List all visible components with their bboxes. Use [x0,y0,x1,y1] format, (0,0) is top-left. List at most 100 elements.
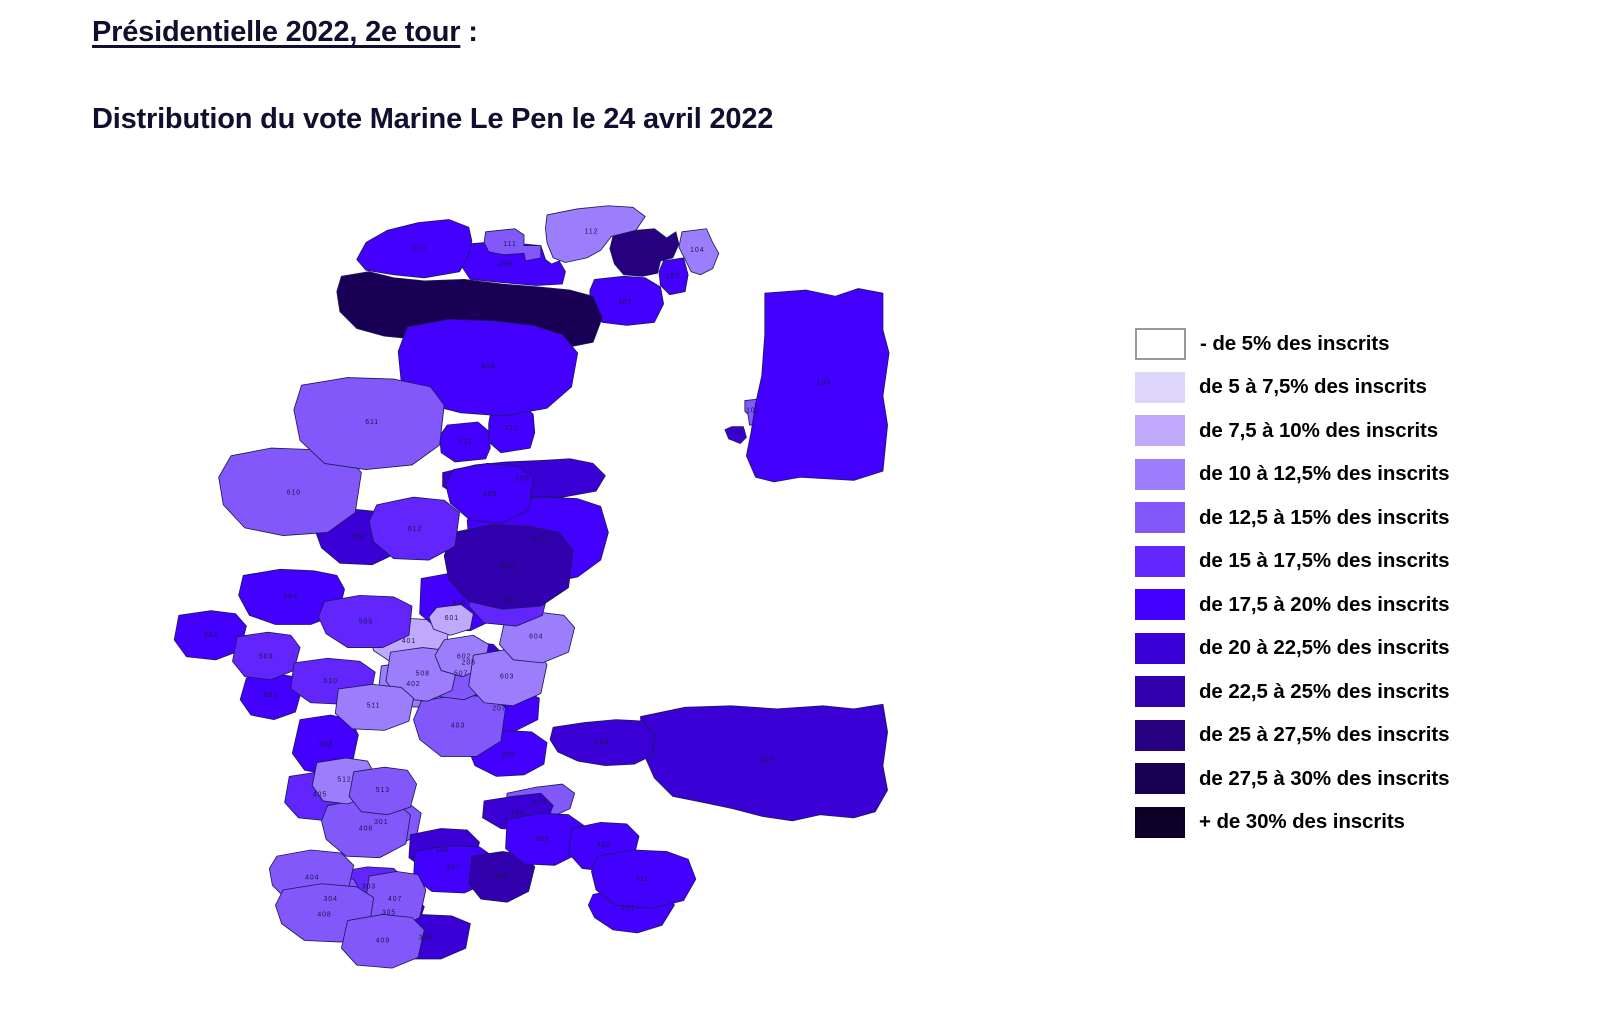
map-region-103[interactable] [745,288,890,483]
legend-swatch [1135,589,1185,621]
map-region-601[interactable] [428,604,474,636]
legend-row[interactable]: de 17,5 à 20% des inscrits [1106,583,1526,627]
map-region-409[interactable] [341,914,425,969]
legend-label: de 20 à 22,5% des inscrits [1199,636,1450,660]
map-region-label-206: 206 [502,752,516,759]
map-region-label-502: 502 [204,632,218,639]
map-region-label-405: 405 [313,792,327,799]
map-region-label-301: 301 [374,819,388,826]
legend-swatch [1135,415,1185,447]
map-region-label-309: 309 [535,836,549,843]
map-region-511[interactable] [334,683,414,731]
legend-row[interactable]: de 22,5 à 25% des inscrits [1106,670,1526,714]
map-region-label-401: 401 [402,638,416,645]
map-region-label-111: 111 [504,241,517,248]
map-region-607[interactable] [443,524,574,610]
legend-row[interactable]: + de 30% des inscrits [1106,801,1526,845]
legend-label: + de 30% des inscrits [1199,810,1405,834]
map-region-112[interactable] [545,205,646,263]
legend-label: de 15 à 17,5% des inscrits [1199,549,1450,573]
page-title-underlined: Présidentielle 2022, 2e tour [92,16,461,48]
map-region-111[interactable] [483,228,542,262]
map-region-label-509: 509 [319,741,333,748]
map-region-612[interactable] [368,496,460,561]
map-region-label-408: 408 [317,911,331,918]
map-region-311[interactable] [591,849,697,909]
map-region-label-305: 305 [382,910,396,917]
map-region-110[interactable] [356,219,473,279]
map-region-label-504: 504 [284,594,298,601]
map-region-505[interactable] [318,594,413,648]
map-region-label-612: 612 [408,526,422,533]
map-region-513[interactable] [348,766,418,816]
legend-label: de 22,5 à 25% des inscrits [1199,679,1450,703]
map-region-label-513: 513 [376,787,390,794]
legend-row[interactable]: de 27,5 à 30% des inscrits [1106,757,1526,801]
map-region-label-603: 603 [500,673,514,680]
map-region-label-404: 404 [305,874,319,881]
map-region-label-107: 107 [618,299,632,306]
map-region-label-204: 204 [532,799,546,806]
map-region-label-102: 102 [746,407,760,414]
map-region-611[interactable] [293,377,445,471]
map-region-label-208: 208 [462,660,476,667]
map-region-label-601: 601 [445,615,459,622]
legend-swatch [1135,676,1185,708]
legend-row[interactable]: de 12,5 à 15% des inscrits [1106,496,1526,540]
legend-label: - de 5% des inscrits [1200,331,1390,355]
map-region-106[interactable] [609,228,680,277]
map-regions-layer [173,205,890,969]
legend-row[interactable]: de 20 à 22,5% des inscrits [1106,627,1526,671]
map-region-label-406: 406 [359,825,373,832]
legend-row[interactable]: de 10 à 12,5% des inscrits [1106,453,1526,497]
map-region-label-508: 508 [416,670,430,677]
map-region-label-606: 606 [483,491,497,498]
map-region-label-402: 402 [406,681,420,688]
legend-swatch [1135,327,1186,360]
map-region-label-604: 604 [529,634,543,641]
map-region-101[interactable] [724,426,747,444]
map-region-label-505: 505 [359,618,373,625]
legend-swatch [1135,502,1185,534]
map-region-label-112: 112 [585,229,599,236]
map-region-606[interactable] [445,463,534,524]
legend-label: de 5 à 7,5% des inscrits [1199,375,1427,399]
map-region-105[interactable] [658,257,689,296]
page-title-line2: Distribution du vote Marine Le Pen le 24… [92,103,774,135]
map-labels-layer: 101 102 103 104 105 106 107 108 109 110 111 112 201 2… [204,229,830,945]
map-region-104[interactable] [678,228,720,276]
map-region-label-403: 403 [451,723,465,730]
map-region-label-303: 303 [362,884,376,891]
map-region-202[interactable] [640,703,888,822]
legend-row[interactable]: de 7,5 à 10% des inscrits [1106,409,1526,453]
map-region-label-207: 207 [492,706,506,713]
map-region-label-202: 202 [759,756,773,763]
legend-row[interactable]: de 15 à 17,5% des inscrits [1106,540,1526,584]
map-region-label-611: 611 [365,419,379,426]
map-region-label-310: 310 [597,842,611,849]
map-region-label-106: 106 [636,249,650,256]
legend-swatch [1135,719,1185,751]
map-region-203[interactable] [549,719,655,767]
map-region-label-104: 104 [690,247,704,254]
map-region-label-212: 212 [505,425,519,432]
legend-swatch [1135,545,1185,577]
map-svg: 101 102 103 104 105 106 107 108 109 110 111 112 201 2… [173,205,890,969]
legend-label: de 7,5 à 10% des inscrits [1199,418,1439,442]
map-region-label-110: 110 [413,246,427,253]
map-region-label-510: 510 [324,678,338,685]
map-region-label-108: 108 [466,311,480,318]
legend-label: de 27,5 à 30% des inscrits [1199,766,1450,790]
map-region-label-109: 109 [498,261,512,268]
legend-label: de 12,5 à 15% des inscrits [1199,505,1450,529]
legend-swatch [1135,458,1185,490]
legend-swatch [1135,763,1185,795]
legend-row[interactable]: de 5 à 7,5% des inscrits [1106,366,1526,410]
legend-row[interactable]: - de 5% des inscrits [1106,322,1526,366]
page-title-colon: : [460,16,478,48]
title-block: Présidentielle 2022, 2e tour : Distribut… [92,16,1092,136]
legend-row[interactable]: de 25 à 27,5% des inscrits [1106,714,1526,758]
legend: - de 5% des inscrits de 5 à 7,5% des insc… [1106,322,1526,844]
map-region-610[interactable] [218,447,362,536]
map-region-label-512: 512 [337,776,351,783]
